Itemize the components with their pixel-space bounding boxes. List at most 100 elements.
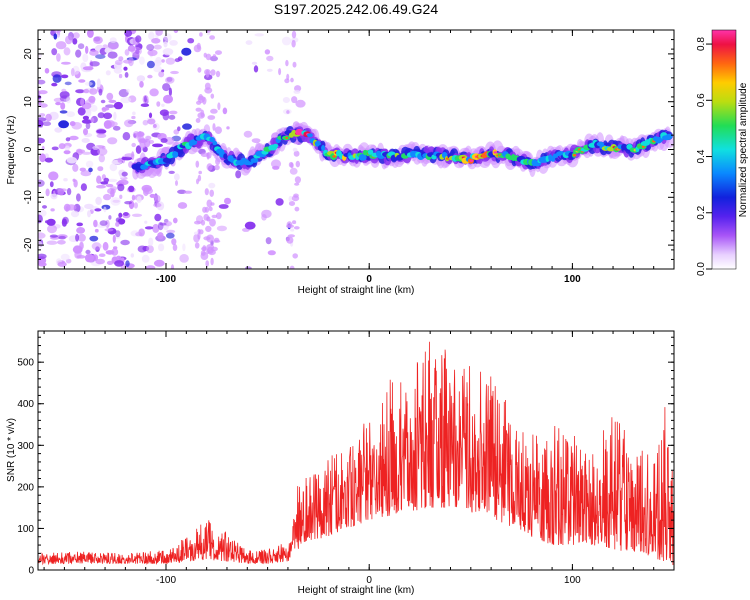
noise-blob xyxy=(147,49,158,56)
noise-blob xyxy=(261,209,272,219)
noise-blob xyxy=(138,136,142,145)
ridge-cell xyxy=(162,157,172,164)
noise-blob xyxy=(202,96,207,105)
noise-blob xyxy=(153,65,162,73)
x-tick-label: 100 xyxy=(564,575,581,586)
noise-blob xyxy=(187,38,195,44)
noise-blob xyxy=(157,232,164,240)
noise-blob xyxy=(59,110,68,114)
noise-blob xyxy=(85,45,89,54)
x-tick-label: 100 xyxy=(564,274,581,285)
noise-blob xyxy=(106,92,114,101)
noise-blob xyxy=(77,43,85,50)
noise-blob xyxy=(287,234,295,238)
noise-blob xyxy=(159,109,169,116)
noise-blob xyxy=(49,234,59,238)
noise-blob xyxy=(158,71,165,78)
noise-blob xyxy=(204,206,210,213)
noise-blob xyxy=(51,48,58,56)
noise-blob xyxy=(146,60,155,69)
noise-blob xyxy=(58,235,66,240)
noise-blob xyxy=(245,40,253,45)
noise-blob xyxy=(38,137,45,144)
noise-blob xyxy=(117,183,125,192)
noise-blob xyxy=(103,206,107,213)
ridge-cell xyxy=(223,153,228,160)
noise-blob xyxy=(214,126,222,134)
noise-blob xyxy=(58,143,66,150)
noise-blob xyxy=(123,66,128,71)
noise-blob xyxy=(38,90,41,96)
noise-blob xyxy=(212,123,216,131)
noise-blob xyxy=(82,115,89,120)
noise-blob xyxy=(118,56,124,62)
noise-blob xyxy=(105,183,114,188)
noise-blob xyxy=(63,150,71,155)
noise-blob xyxy=(63,203,71,212)
noise-blob xyxy=(124,201,132,205)
noise-blob xyxy=(267,250,276,256)
spectrogram-y-ticks: -20 -10 0 10 20 xyxy=(23,29,674,270)
ridge-peak xyxy=(285,136,289,140)
noise-blob xyxy=(103,193,112,201)
noise-blob xyxy=(251,61,258,65)
y-tick-label: -20 xyxy=(23,237,34,252)
noise-blob xyxy=(51,146,59,151)
noise-blob xyxy=(97,112,105,119)
noise-blob xyxy=(166,232,175,239)
noise-blob xyxy=(177,56,183,61)
noise-blob xyxy=(148,31,155,40)
noise-blob xyxy=(222,107,228,115)
noise-blob xyxy=(45,188,50,197)
noise-blob xyxy=(198,94,203,101)
noise-blob xyxy=(113,101,123,110)
noise-blob xyxy=(128,57,134,67)
noise-blob xyxy=(291,195,300,202)
spectrogram-x-axis-label: Height of straight line (km) xyxy=(298,285,415,296)
spectrogram-marks xyxy=(38,30,674,269)
noise-blob xyxy=(90,104,98,112)
noise-blob xyxy=(292,147,298,152)
noise-blob xyxy=(76,222,83,227)
noise-blob xyxy=(265,237,272,245)
noise-blob xyxy=(83,128,88,136)
noise-blob xyxy=(46,240,58,245)
snr-panel: -100 0 100 0 100 200 300 400 500 Height of stra… xyxy=(6,330,675,596)
noise-blob xyxy=(106,260,114,265)
noise-blob xyxy=(284,78,290,84)
noise-blob xyxy=(275,198,284,206)
noise-blob xyxy=(155,30,163,36)
noise-blob xyxy=(89,61,100,67)
noise-blob xyxy=(61,88,67,93)
noise-blob xyxy=(70,68,75,77)
noise-blob xyxy=(235,170,242,179)
ridge-peak xyxy=(470,159,474,163)
noise-blob xyxy=(109,163,118,172)
noise-blob xyxy=(226,126,230,130)
noise-blob xyxy=(163,41,168,48)
noise-blob xyxy=(38,79,46,85)
y-tick-label: 20 xyxy=(23,48,34,60)
noise-blob xyxy=(75,89,85,94)
noise-blob xyxy=(207,115,216,120)
noise-blob xyxy=(66,188,72,196)
noise-blob xyxy=(131,46,142,56)
noise-blob xyxy=(85,122,91,130)
noise-blob xyxy=(66,156,78,164)
noise-blob xyxy=(128,185,135,192)
noise-blob xyxy=(168,170,175,174)
noise-blob xyxy=(209,218,216,227)
ridge-cell xyxy=(307,133,313,138)
noise-blob xyxy=(211,214,218,219)
noise-blob xyxy=(103,120,112,129)
noise-blob xyxy=(142,119,149,126)
noise-blob xyxy=(149,193,156,198)
noise-blob xyxy=(122,132,131,141)
noise-blob xyxy=(210,93,215,99)
noise-blob xyxy=(173,30,179,34)
noise-blob xyxy=(179,254,189,263)
noise-blob xyxy=(292,253,299,259)
noise-blob xyxy=(87,30,94,38)
noise-blob xyxy=(294,206,300,212)
